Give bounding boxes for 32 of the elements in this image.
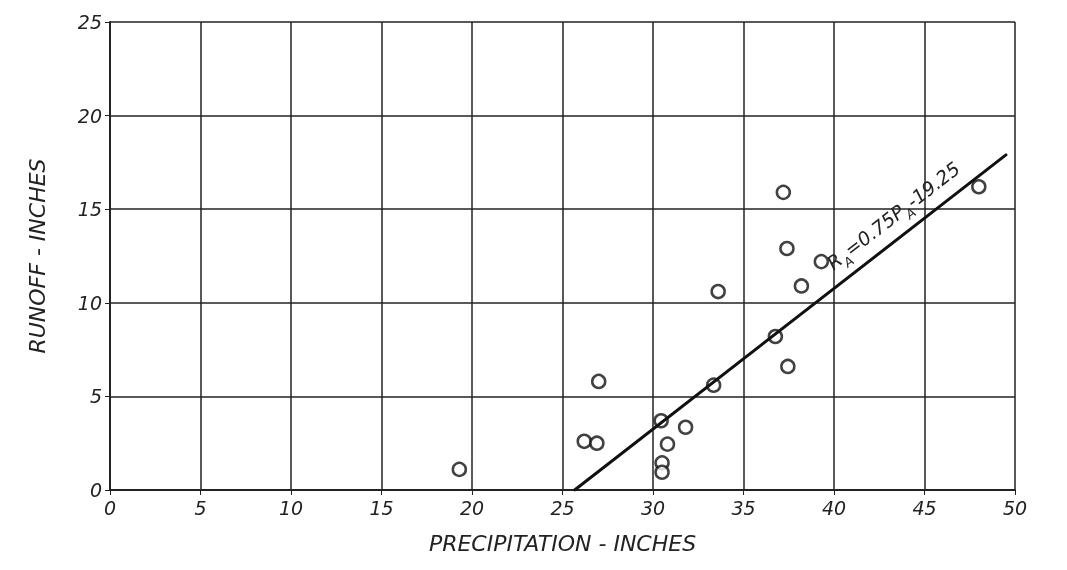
x-tick-label: 30 bbox=[640, 496, 666, 519]
y-axis-title: RUNOFF - INCHES bbox=[24, 158, 50, 354]
x-tick-label: 15 bbox=[369, 496, 394, 519]
x-tick-label: 35 bbox=[731, 496, 756, 519]
y-tick-label: 25 bbox=[77, 11, 102, 33]
y-tick-label: 5 bbox=[89, 385, 102, 408]
point bbox=[775, 184, 792, 201]
y-tick-label: 10 bbox=[77, 291, 102, 314]
x-tick-label: 25 bbox=[550, 496, 575, 519]
x-axis-title: PRECIPITATION - INCHES bbox=[428, 530, 697, 556]
point bbox=[576, 433, 592, 450]
x-tick-label: 50 bbox=[1002, 496, 1028, 519]
point bbox=[780, 358, 796, 375]
point bbox=[654, 464, 670, 480]
point bbox=[793, 278, 810, 294]
y-tick-label: 15 bbox=[77, 198, 102, 221]
x-tick-label: 45 bbox=[912, 496, 937, 519]
point bbox=[590, 373, 607, 390]
y-tick-label: 0 bbox=[89, 479, 102, 501]
point bbox=[779, 240, 795, 257]
point bbox=[659, 436, 676, 452]
x-tick-label: 20 bbox=[459, 496, 485, 519]
y-tick-label: 20 bbox=[77, 104, 102, 127]
point bbox=[971, 178, 987, 195]
point bbox=[710, 283, 726, 300]
x-tick-label: 5 bbox=[194, 496, 207, 519]
point bbox=[589, 435, 605, 451]
point bbox=[451, 461, 468, 478]
point bbox=[677, 419, 694, 436]
x-tick-label: 0 bbox=[103, 496, 117, 519]
x-tick-label: 40 bbox=[821, 496, 847, 519]
x-tick-label: 10 bbox=[278, 496, 304, 519]
